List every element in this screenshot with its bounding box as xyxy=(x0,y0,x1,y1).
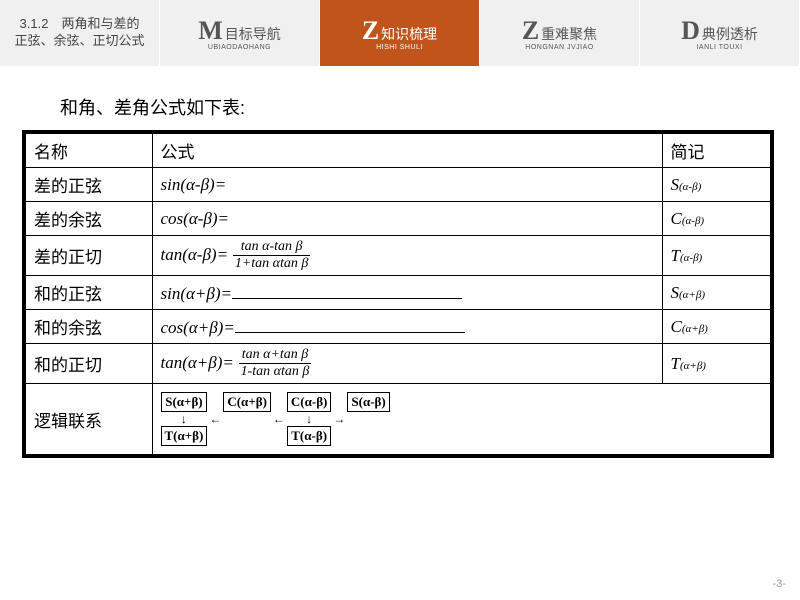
formula-table: 名称 公式 简记 差的正弦 sin(α-β)= S(α-β) 差的余弦 cos(… xyxy=(22,130,774,458)
cell-formula: tan(α-β)= tan α-tan β1+tan αtan β xyxy=(152,236,662,276)
tab-zhongnan[interactable]: Z重难聚焦 HONGNAN JVJIAO xyxy=(480,0,640,66)
cell-name: 差的正切 xyxy=(24,236,152,276)
tab-cn: 重难聚焦 xyxy=(541,24,597,44)
tab-cap: D xyxy=(681,16,700,46)
cell-formula: cos(α+β)= xyxy=(152,310,662,344)
cell-abbr: C(α+β) xyxy=(662,310,772,344)
tab-cn: 目标导航 xyxy=(225,24,281,44)
arrow-down-icon: ↓ xyxy=(306,413,312,425)
table-row: 逻辑联系 S(α+β) ↓ T(α+β) ← C(α+β) ← C(α-β) ↓… xyxy=(24,384,772,457)
arrow-down-icon: ↓ xyxy=(181,413,187,425)
page-number: -3- xyxy=(773,578,786,590)
cell-logic: S(α+β) ↓ T(α+β) ← C(α+β) ← C(α-β) ↓ T(α-… xyxy=(152,384,772,457)
logic-diagram: S(α+β) ↓ T(α+β) ← C(α+β) ← C(α-β) ↓ T(α-… xyxy=(161,388,763,450)
arrow-right-icon: → xyxy=(333,413,345,425)
table-row: 差的余弦 cos(α-β)= C(α-β) xyxy=(24,202,772,236)
cell-name: 和的正切 xyxy=(24,344,152,384)
cell-formula: tan(α+β)= tan α+tan β1-tan αtan β xyxy=(152,344,662,384)
tab-pin: IANLI TOUXI xyxy=(696,44,742,51)
cell-abbr: S(α+β) xyxy=(662,276,772,310)
cell-formula: sin(α-β)= xyxy=(152,168,662,202)
cell-name: 逻辑联系 xyxy=(24,384,152,457)
table-row: 和的余弦 cos(α+β)= C(α+β) xyxy=(24,310,772,344)
cell-abbr: C(α-β) xyxy=(662,202,772,236)
cell-formula: cos(α-β)= xyxy=(152,202,662,236)
tab-cap: M xyxy=(198,16,223,46)
tab-zhishi[interactable]: Z知识梳理 HISHI SHULI xyxy=(320,0,480,66)
cell-abbr: S(α-β) xyxy=(662,168,772,202)
table-row: 差的正弦 sin(α-β)= S(α-β) xyxy=(24,168,772,202)
tab-cap: Z xyxy=(522,16,539,46)
th-abbr: 简记 xyxy=(662,132,772,168)
table-row: 和的正弦 sin(α+β)= S(α+β) xyxy=(24,276,772,310)
th-name: 名称 xyxy=(24,132,152,168)
top-nav: 3.1.2 两角和与差的 正弦、余弦、正切公式 M目标导航 UBIAODAOHA… xyxy=(0,0,800,66)
table-row: 和的正切 tan(α+β)= tan α+tan β1-tan αtan β T… xyxy=(24,344,772,384)
cell-abbr: T(α+β) xyxy=(662,344,772,384)
lesson-title-2: 正弦、余弦、正切公式 xyxy=(14,33,144,50)
tab-cap: Z xyxy=(362,16,379,46)
arrow-left-icon: ← xyxy=(273,413,285,425)
logic-box: T(α-β) xyxy=(287,426,331,446)
cell-name: 和的余弦 xyxy=(24,310,152,344)
tab-cn: 典例透析 xyxy=(702,24,758,44)
tab-pin: HISHI SHULI xyxy=(376,44,423,51)
table-header-row: 名称 公式 简记 xyxy=(24,132,772,168)
cell-name: 和的正弦 xyxy=(24,276,152,310)
table-row: 差的正切 tan(α-β)= tan α-tan β1+tan αtan β T… xyxy=(24,236,772,276)
tab-lesson: 3.1.2 两角和与差的 正弦、余弦、正切公式 xyxy=(0,0,160,66)
arrow-left-icon: ← xyxy=(209,413,221,425)
logic-box: C(α+β) xyxy=(223,392,271,412)
tab-dianli[interactable]: D典例透析 IANLI TOUXI xyxy=(640,0,800,66)
tab-cn: 知识梳理 xyxy=(381,24,437,44)
intro-text: 和角、差角公式如下表: xyxy=(60,94,800,120)
logic-box: T(α+β) xyxy=(161,426,208,446)
th-formula: 公式 xyxy=(152,132,662,168)
tab-mubiao[interactable]: M目标导航 UBIAODAOHANG xyxy=(160,0,320,66)
cell-name: 差的正弦 xyxy=(24,168,152,202)
logic-box: S(α-β) xyxy=(347,392,389,412)
tab-pin: HONGNAN JVJIAO xyxy=(525,44,593,51)
logic-box: C(α-β) xyxy=(287,392,331,412)
logic-box: S(α+β) xyxy=(161,392,206,412)
cell-abbr: T(α-β) xyxy=(662,236,772,276)
lesson-title-1: 3.1.2 两角和与差的 xyxy=(20,16,140,33)
cell-name: 差的余弦 xyxy=(24,202,152,236)
cell-formula: sin(α+β)= xyxy=(152,276,662,310)
tab-pin: UBIAODAOHANG xyxy=(208,44,271,51)
